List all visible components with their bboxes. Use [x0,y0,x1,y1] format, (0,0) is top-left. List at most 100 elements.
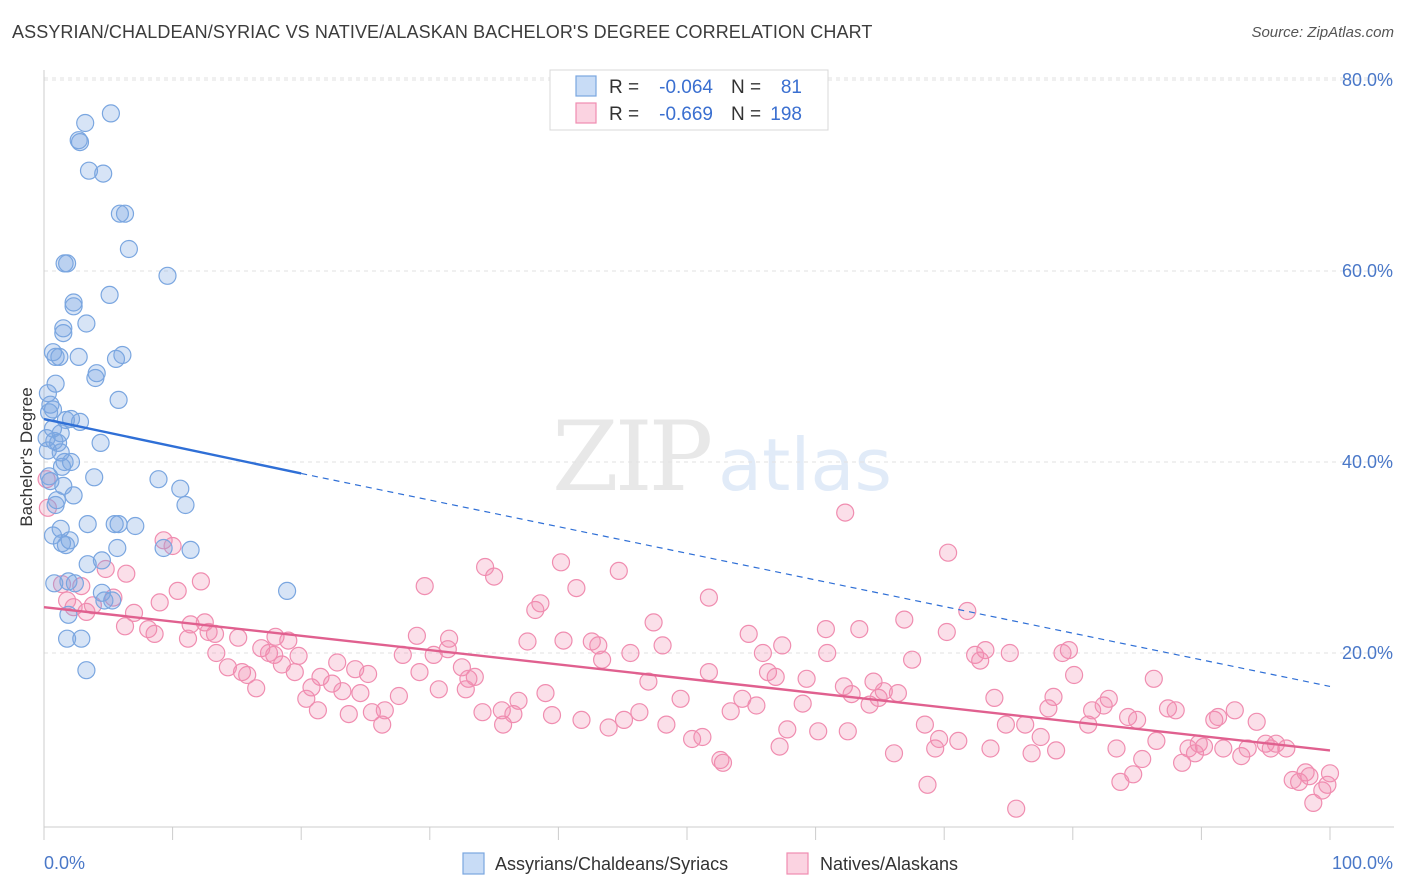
native-point-92 [653,636,672,655]
native-point-167 [1166,701,1185,720]
native-point-52 [375,701,394,720]
assyrian-point-54 [176,495,195,515]
native-point-87 [614,710,634,730]
native-point-30 [247,679,266,698]
assyrian-point-55 [46,495,65,515]
trend-lines [43,417,1331,752]
native-point-158 [1107,739,1126,758]
native-point-104 [747,696,766,715]
native-point-170 [1185,744,1205,763]
native-point-3 [96,559,115,579]
native-point-76 [536,683,555,703]
native-point-187 [1300,767,1319,786]
assyrian-point-70 [45,574,64,593]
native-point-153 [1064,665,1084,685]
native-point-18 [150,593,169,612]
native-point-57 [415,576,434,596]
native-point-53 [389,686,408,706]
assyrian-point-28 [41,395,60,414]
assyrian-point-52 [64,486,83,505]
assyrian-point-75 [103,591,122,610]
native-point-103 [739,624,758,644]
y-tick-label-60: 60.0% [1342,261,1393,281]
native-point-146 [1022,744,1041,763]
native-point-51 [373,715,392,734]
native-point-39 [297,689,316,708]
native-point-113 [809,722,828,741]
x-axis-ticks [43,827,1331,840]
gridlines [44,77,1394,654]
native-point-179 [1247,712,1266,731]
assyrian-point-78 [57,629,77,648]
assyrian-point-14 [64,293,83,312]
native-point-114 [816,619,836,639]
native-point-46 [339,704,358,724]
native-point-141 [985,688,1004,708]
y-tick-label-20: 20.0% [1342,643,1393,663]
legend-r-label-2: R = [609,104,639,125]
legend-n-value-1: 81 [781,77,802,98]
native-point-101 [721,702,740,721]
native-point-165 [1147,731,1166,751]
assyrian-point-57 [105,514,124,534]
assyrian-point-58 [126,516,145,536]
assyrian-point-43 [55,452,74,472]
native-point-152 [1059,640,1079,660]
native-point-128 [902,650,922,669]
legend-swatch-assyrians [462,852,485,875]
assyrian-point-44 [61,452,81,472]
assyrian-point-69 [78,555,97,574]
native-point-81 [572,710,591,730]
assyrian-point-0 [101,104,121,123]
assyrian-point-42 [91,433,110,452]
assyrian-point-17 [54,319,73,338]
native-point-131 [926,739,945,758]
assyrian-point-11 [158,266,177,285]
native-point-129 [915,715,935,734]
legend-r-label-1: R = [609,77,639,98]
native-point-72 [509,691,528,710]
native-point-43 [323,674,342,693]
native-point-183 [1277,739,1296,758]
native-point-78 [551,553,571,572]
native-point-66 [473,703,492,722]
assyrian-point-27 [38,384,58,403]
native-point-89 [630,703,649,722]
assyrian-point-1 [76,113,95,133]
native-point-49 [359,664,378,684]
assyrian-point-64 [56,535,76,555]
native-point-79 [554,631,573,650]
native-point-161 [1124,765,1143,784]
native-point-111 [793,694,812,713]
y-axis-label: Bachelor's Degree [17,387,36,526]
native-point-119 [842,684,861,704]
native-point-91 [644,613,663,632]
series-assyrians-chaldeans-syriacs [37,104,297,680]
native-point-138 [971,651,990,670]
native-point-19 [168,581,187,601]
native-point-150 [1046,741,1066,760]
native-point-84 [599,718,618,737]
assyrian-point-6 [115,204,135,223]
native-point-98 [699,662,719,682]
native-point-29 [238,665,257,685]
native-point-107 [766,667,785,687]
native-point-188 [1304,793,1323,813]
x-tick-label-min: 0.0% [44,853,85,873]
native-point-69 [492,701,511,720]
native-point-112 [797,669,816,688]
assyrian-point-67 [108,538,127,558]
watermark: ZIP atlas [552,401,892,513]
native-point-172 [1194,737,1214,756]
native-point-77 [542,705,562,725]
native-point-174 [1208,707,1228,727]
native-point-191 [1320,764,1340,783]
native-point-68 [485,567,504,586]
native-point-127 [895,610,914,629]
y-tick-label-40: 40.0% [1342,452,1393,472]
assyrian-point-5 [94,164,113,183]
legend-swatch-blue [575,75,597,97]
assyrian-point-26 [46,374,65,393]
native-point-20 [178,629,198,648]
native-point-164 [1144,669,1163,688]
